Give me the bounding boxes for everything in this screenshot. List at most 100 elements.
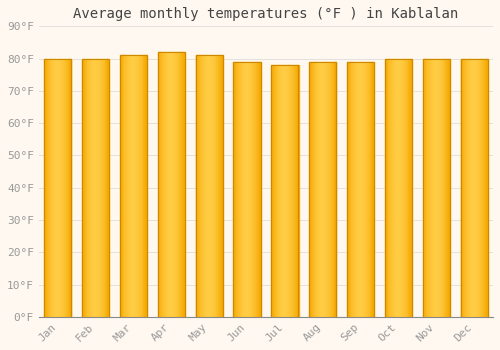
Bar <box>90 58 91 317</box>
Bar <box>166 52 167 317</box>
Bar <box>211 55 212 317</box>
Bar <box>444 58 446 317</box>
Bar <box>209 55 210 317</box>
Bar <box>354 62 355 317</box>
Bar <box>66 58 67 317</box>
Bar <box>460 58 488 317</box>
Bar <box>212 55 213 317</box>
Bar <box>386 58 388 317</box>
Bar <box>70 58 72 317</box>
Bar <box>64 58 65 317</box>
Bar <box>321 62 322 317</box>
Bar <box>129 55 130 317</box>
Bar <box>422 58 424 317</box>
Bar <box>464 58 465 317</box>
Bar <box>218 55 219 317</box>
Bar <box>101 58 102 317</box>
Bar <box>208 55 209 317</box>
Bar <box>54 58 55 317</box>
Bar <box>395 58 396 317</box>
Bar <box>472 58 474 317</box>
Bar <box>63 58 64 317</box>
Bar <box>295 65 296 317</box>
Bar <box>462 58 464 317</box>
Bar <box>441 58 442 317</box>
Bar <box>271 65 272 317</box>
Bar <box>296 65 298 317</box>
Bar <box>98 58 100 317</box>
Bar <box>182 52 183 317</box>
Bar <box>473 58 474 317</box>
Bar <box>468 58 469 317</box>
Bar <box>259 62 260 317</box>
Bar <box>400 58 401 317</box>
Bar <box>468 58 469 317</box>
Bar <box>393 58 394 317</box>
Bar <box>309 62 310 317</box>
Bar <box>424 58 426 317</box>
Bar <box>53 58 54 317</box>
Bar <box>276 65 277 317</box>
Bar <box>255 62 256 317</box>
Bar <box>167 52 168 317</box>
Bar <box>174 52 175 317</box>
Bar <box>406 58 408 317</box>
Bar <box>68 58 70 317</box>
Bar <box>250 62 252 317</box>
Bar <box>401 58 402 317</box>
Bar <box>170 52 172 317</box>
Bar <box>273 65 274 317</box>
Bar <box>358 62 360 317</box>
Bar <box>244 62 246 317</box>
Bar <box>201 55 202 317</box>
Bar <box>99 58 100 317</box>
Bar <box>352 62 354 317</box>
Bar <box>140 55 141 317</box>
Bar <box>355 62 356 317</box>
Bar <box>120 55 121 317</box>
Bar <box>448 58 449 317</box>
Bar <box>213 55 214 317</box>
Bar <box>130 55 131 317</box>
Bar <box>128 55 129 317</box>
Bar <box>474 58 475 317</box>
Bar <box>45 58 46 317</box>
Bar <box>286 65 288 317</box>
Bar <box>242 62 244 317</box>
Bar <box>240 62 242 317</box>
Bar <box>199 55 200 317</box>
Bar <box>222 55 223 317</box>
Bar <box>52 58 54 317</box>
Bar <box>160 52 162 317</box>
Bar <box>431 58 432 317</box>
Bar <box>410 58 411 317</box>
Bar <box>309 62 336 317</box>
Bar <box>398 58 400 317</box>
Bar <box>120 55 122 317</box>
Bar <box>442 58 444 317</box>
Bar <box>126 55 127 317</box>
Bar <box>314 62 316 317</box>
Bar <box>184 52 185 317</box>
Bar <box>158 52 160 317</box>
Bar <box>370 62 372 317</box>
Bar <box>44 58 45 317</box>
Bar <box>206 55 208 317</box>
Bar <box>245 62 246 317</box>
Bar <box>57 58 58 317</box>
Bar <box>465 58 466 317</box>
Bar <box>439 58 440 317</box>
Bar <box>362 62 364 317</box>
Bar <box>282 65 283 317</box>
Bar <box>292 65 293 317</box>
Bar <box>142 55 144 317</box>
Bar <box>183 52 184 317</box>
Bar <box>348 62 349 317</box>
Bar <box>402 58 403 317</box>
Bar <box>65 58 66 317</box>
Bar <box>196 55 223 317</box>
Bar <box>196 55 198 317</box>
Bar <box>312 62 314 317</box>
Bar <box>176 52 178 317</box>
Bar <box>437 58 438 317</box>
